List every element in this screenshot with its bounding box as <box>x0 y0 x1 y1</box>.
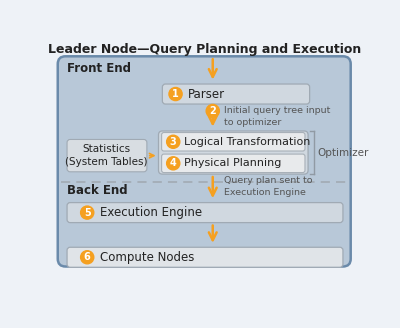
Text: 3: 3 <box>170 137 177 147</box>
Text: Physical Planning: Physical Planning <box>184 158 282 168</box>
Text: Query plan sent to
Execution Engine: Query plan sent to Execution Engine <box>224 176 312 197</box>
Text: Logical Transformation: Logical Transformation <box>184 137 310 147</box>
FancyBboxPatch shape <box>58 56 351 267</box>
Text: Compute Nodes: Compute Nodes <box>100 251 194 264</box>
Text: 5: 5 <box>84 208 90 217</box>
Circle shape <box>169 88 182 101</box>
FancyBboxPatch shape <box>67 139 147 172</box>
Text: 6: 6 <box>84 252 90 262</box>
Circle shape <box>167 157 180 170</box>
Text: Parser: Parser <box>188 88 225 100</box>
Text: Statistics
(System Tables): Statistics (System Tables) <box>65 144 148 167</box>
Text: Initial query tree input
to optimizer: Initial query tree input to optimizer <box>224 106 330 127</box>
Text: Leader Node—Query Planning and Execution: Leader Node—Query Planning and Execution <box>48 43 362 56</box>
FancyBboxPatch shape <box>67 247 343 267</box>
Text: Execution Engine: Execution Engine <box>100 206 202 219</box>
Text: 4: 4 <box>170 158 177 168</box>
Circle shape <box>167 135 180 148</box>
FancyBboxPatch shape <box>162 84 310 104</box>
Text: 2: 2 <box>209 106 216 116</box>
Circle shape <box>81 251 94 264</box>
Circle shape <box>206 104 219 117</box>
FancyBboxPatch shape <box>67 203 343 223</box>
FancyBboxPatch shape <box>162 133 305 151</box>
Circle shape <box>81 206 94 219</box>
Text: 1: 1 <box>172 89 179 99</box>
FancyBboxPatch shape <box>162 154 305 173</box>
Text: Back End: Back End <box>67 184 128 197</box>
Text: Optimizer: Optimizer <box>317 148 369 157</box>
FancyBboxPatch shape <box>158 131 308 174</box>
Text: Front End: Front End <box>67 62 131 75</box>
